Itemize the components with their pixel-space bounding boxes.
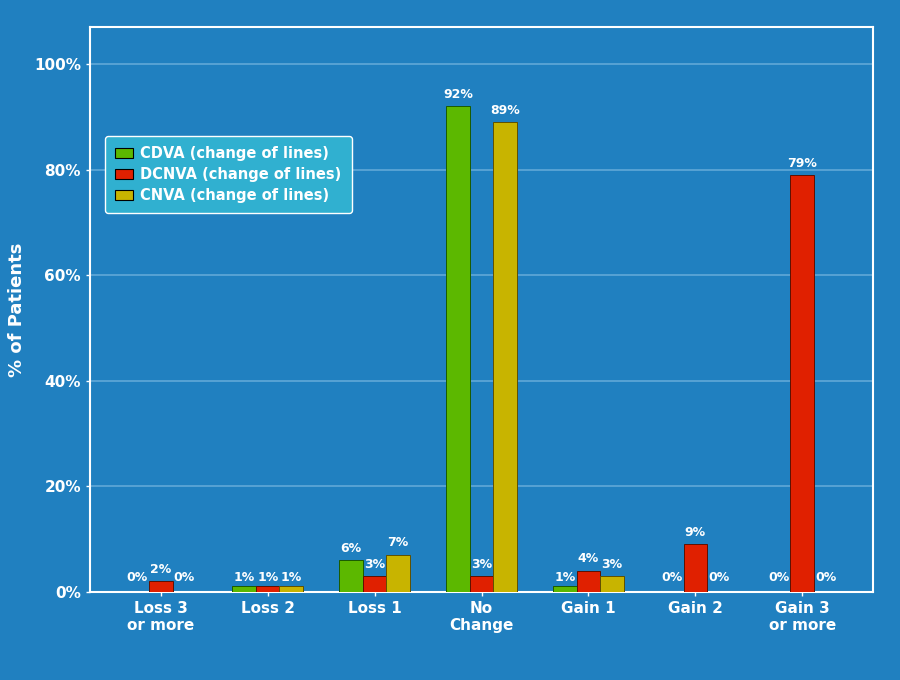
Bar xyxy=(577,571,600,592)
Bar xyxy=(280,586,303,592)
Bar xyxy=(256,586,280,592)
Y-axis label: % of Patients: % of Patients xyxy=(7,242,25,377)
Bar xyxy=(446,106,470,592)
Text: 0%: 0% xyxy=(768,571,789,583)
Bar xyxy=(470,576,493,592)
Bar xyxy=(232,586,256,592)
Bar xyxy=(493,122,517,592)
Text: 1%: 1% xyxy=(554,571,575,583)
Text: 0%: 0% xyxy=(662,571,682,583)
Bar xyxy=(386,555,410,592)
Text: 6%: 6% xyxy=(340,542,362,555)
Text: 0%: 0% xyxy=(127,571,148,583)
Text: 4%: 4% xyxy=(578,552,599,565)
Text: 3%: 3% xyxy=(471,558,492,571)
Text: 3%: 3% xyxy=(364,558,385,571)
Text: 92%: 92% xyxy=(443,88,473,101)
Bar xyxy=(683,544,707,592)
Text: 2%: 2% xyxy=(150,563,172,576)
Text: 7%: 7% xyxy=(388,537,409,549)
Text: 0%: 0% xyxy=(174,571,195,583)
Text: 0%: 0% xyxy=(708,571,729,583)
Bar xyxy=(790,175,814,592)
Bar xyxy=(600,576,624,592)
Text: 89%: 89% xyxy=(491,104,520,117)
Text: 1%: 1% xyxy=(257,571,278,583)
Bar xyxy=(363,576,386,592)
Text: 0%: 0% xyxy=(815,571,836,583)
Bar xyxy=(554,586,577,592)
Text: 3%: 3% xyxy=(601,558,623,571)
Bar xyxy=(339,560,363,592)
Text: 9%: 9% xyxy=(685,526,706,539)
Text: 79%: 79% xyxy=(788,156,817,169)
Text: 1%: 1% xyxy=(281,571,302,583)
Bar xyxy=(149,581,173,592)
Text: 1%: 1% xyxy=(234,571,255,583)
Legend: CDVA (change of lines), DCNVA (change of lines), CNVA (change of lines): CDVA (change of lines), DCNVA (change of… xyxy=(105,136,352,213)
